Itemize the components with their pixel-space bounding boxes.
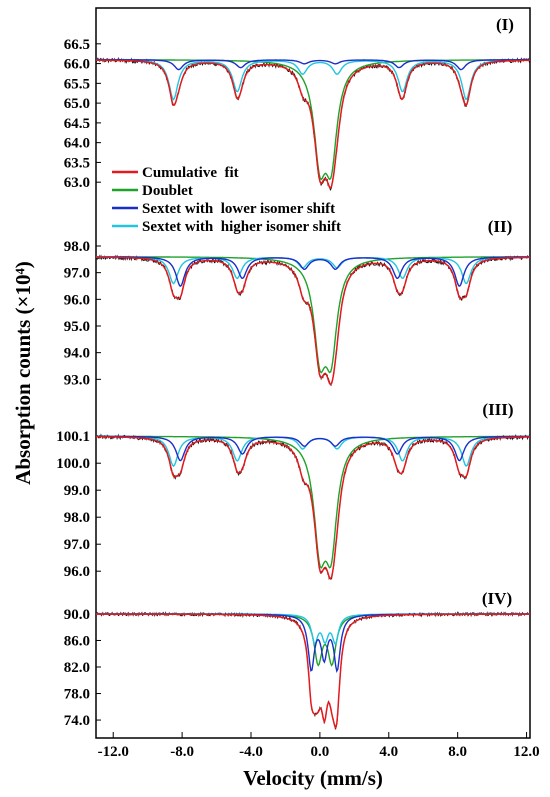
panel-2: 98.0 97.0 96.0 95.0 94.0 93.0 (II)	[64, 217, 531, 388]
y-axis-title: Absorption counts (×10⁴)	[11, 261, 35, 485]
legend-label: Sextet with lower isomer shift	[142, 201, 335, 217]
y-tick-label: 100.0	[56, 456, 90, 472]
legend-label: Doublet	[142, 183, 193, 199]
doublet-series	[96, 59, 530, 181]
doublet-series	[96, 435, 530, 569]
cumulative-fit-series	[96, 59, 531, 189]
y-tick-label: 97.0	[64, 266, 90, 282]
panel-4: 90.0 86.0 82.0 78.0 74.0 (IV)	[64, 589, 531, 731]
cumulative-fit-series	[96, 436, 530, 580]
y-tick-label: 64.0	[64, 136, 90, 152]
sextet-low-series	[96, 613, 530, 673]
y-tick-label: 63.5	[64, 155, 90, 171]
y-tick-label: 97.0	[64, 537, 90, 553]
x-tick-label: 12.0	[513, 744, 539, 760]
legend: Cumulative fit Doublet Sextet with lower i…	[112, 165, 341, 235]
y-tick-label: 93.0	[64, 372, 90, 388]
panel-1: 66.5 66.0 65.5 65.0 64.5 64.0 63.5 63.0 (I)	[64, 15, 531, 191]
y-tick-label: 63.0	[64, 175, 90, 191]
y-tick-label: 66.0	[64, 57, 90, 73]
y-tick-label: 78.0	[64, 687, 90, 703]
x-tick-label: -8.0	[170, 744, 194, 760]
y-tick-label: 82.0	[64, 660, 90, 676]
y-tick-label: 96.0	[64, 292, 90, 308]
cumulative-fit-series	[96, 256, 530, 386]
sextet-low-series	[96, 435, 530, 462]
x-tick-label: 8.0	[448, 744, 467, 760]
spectra-panels: 66.566.065.565.064.564.063.563.0(I)98.09…	[56, 15, 531, 731]
y-tick-label: 95.0	[64, 319, 90, 335]
y-tick-label: 64.5	[64, 116, 90, 132]
x-axis: -12.0 -8.0 -4.0 0.0 4.0 8.0 12.0	[98, 732, 540, 760]
sextet-low-series	[96, 59, 530, 71]
panel-label: (IV)	[482, 589, 512, 608]
panel-label: (II)	[488, 217, 513, 236]
panel-3: 100.1 100.0 99.0 98.0 97.0 96.0 (III)	[56, 400, 531, 580]
panel-label: (III)	[482, 400, 513, 419]
legend-label: Cumulative fit	[142, 165, 239, 181]
sextet-low-series	[96, 256, 530, 287]
x-tick-label: 4.0	[379, 744, 398, 760]
y-tick-label: 65.5	[64, 76, 90, 92]
y-tick-label: 86.0	[64, 633, 90, 649]
x-tick-label: 0.0	[311, 744, 330, 760]
x-axis-title: Velocity (mm/s)	[243, 766, 383, 790]
y-tick-label: 74.0	[64, 713, 90, 729]
y-tick-label: 96.0	[64, 564, 90, 580]
y-tick-label: 98.0	[64, 510, 90, 526]
y-tick-label: 66.5	[64, 37, 90, 53]
y-tick-label: 65.0	[64, 96, 90, 112]
cumulative-fit-series	[96, 613, 530, 730]
legend-label: Sextet with higher isomer shift	[142, 219, 341, 235]
y-tick-label: 100.1	[56, 429, 90, 445]
sextet-high-series	[96, 256, 530, 285]
y-tick-label: 90.0	[64, 607, 90, 623]
sextet-high-series	[96, 613, 530, 646]
y-tick-label: 98.0	[64, 239, 90, 255]
x-tick-label: -12.0	[98, 744, 129, 760]
y-tick-label: 99.0	[64, 483, 90, 499]
sextet-high-series	[96, 435, 530, 468]
panel-label: (I)	[496, 15, 514, 34]
doublet-series	[96, 256, 530, 374]
y-tick-label: 94.0	[64, 346, 90, 362]
plot-frame	[95, 7, 531, 739]
x-tick-label: -4.0	[239, 744, 263, 760]
